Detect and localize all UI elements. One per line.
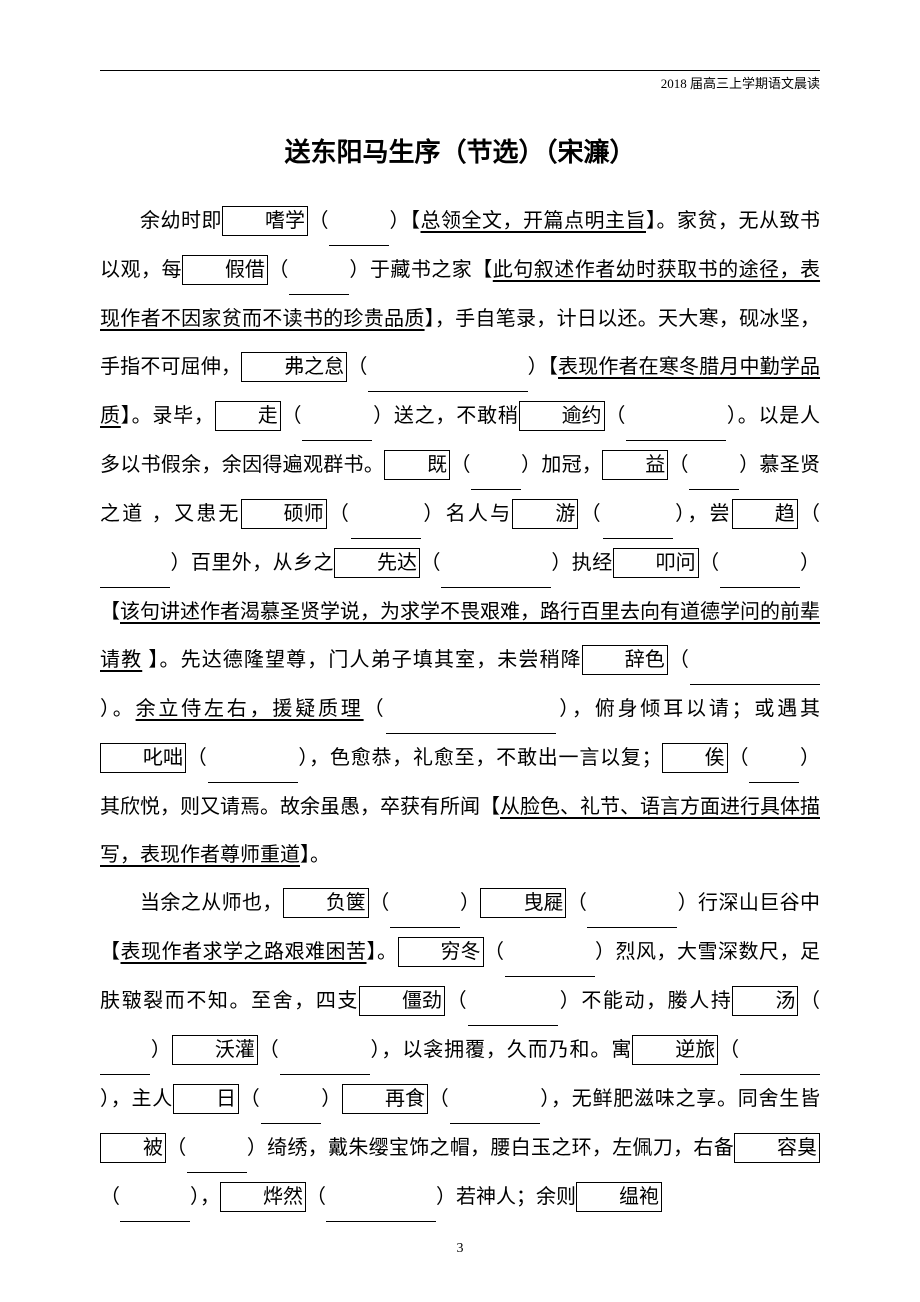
document-page: 2018 届高三上学期语文晨读 送东阳马生序（节选）（宋濂） 余幼时即嗜学（ ）… (0, 0, 920, 1302)
boxed-term: 走 (215, 401, 281, 431)
fill-blank (280, 1026, 370, 1075)
fill-blank (740, 1026, 820, 1075)
fill-blank (720, 539, 800, 588)
boxed-term: 嗜学 (222, 206, 308, 236)
boxed-term: 缊袍 (576, 1182, 662, 1212)
fill-blank (441, 539, 551, 588)
boxed-term: 硕师 (241, 499, 327, 529)
boxed-term: 游 (512, 499, 578, 529)
fill-blank (390, 879, 460, 928)
header-rule (100, 70, 820, 71)
fill-blank (261, 1075, 321, 1124)
fill-blank (329, 197, 389, 246)
fill-blank (749, 734, 799, 783)
boxed-term: 趋 (732, 499, 798, 529)
boxed-term: 汤 (732, 986, 798, 1016)
fill-blank (386, 685, 556, 734)
boxed-term: 沃灌 (172, 1035, 258, 1065)
underlined-annotation: 总领全文，开篇点明主旨 (421, 210, 647, 232)
fill-blank (603, 490, 673, 539)
boxed-term: 烨然 (220, 1182, 306, 1212)
fill-blank (120, 1173, 190, 1222)
boxed-term: 辞色 (582, 645, 668, 675)
boxed-term: 益 (602, 450, 668, 480)
underlined-annotation: 从脸色、礼节、语言方面进行具体描写，表现作者尊师重道 (100, 796, 820, 866)
boxed-term: 叩问 (613, 548, 699, 578)
fill-blank (187, 1124, 247, 1173)
header-right-text: 2018 届高三上学期语文晨读 (100, 73, 820, 92)
document-title: 送东阳马生序（节选）（宋濂） (100, 132, 820, 169)
boxed-term: 僵劲 (359, 986, 445, 1016)
boxed-term: 穷冬 (398, 937, 484, 967)
fill-blank (471, 441, 521, 490)
fill-blank (468, 977, 558, 1026)
boxed-term: 既 (384, 450, 450, 480)
document-content: 余幼时即嗜学（ ）【总领全文，开篇点明主旨】。家贫，无从致书以观，每假借（ ）于… (100, 197, 820, 1222)
boxed-term: 曳屣 (480, 888, 566, 918)
underlined-annotation: 余立侍左右，援疑质理 (136, 698, 364, 720)
fill-blank (587, 879, 677, 928)
boxed-term: 容臭 (734, 1133, 820, 1163)
boxed-term: 逆旅 (632, 1035, 718, 1065)
page-number: 3 (0, 1241, 920, 1257)
fill-blank (351, 490, 421, 539)
fill-blank (100, 1026, 150, 1075)
boxed-term: 日 (173, 1084, 239, 1114)
paragraph-1: 余幼时即嗜学（ ）【总领全文，开篇点明主旨】。家贫，无从致书以观，每假借（ ）于… (100, 197, 820, 879)
boxed-term: 先达 (334, 548, 420, 578)
boxed-term: 叱咄 (100, 743, 186, 773)
fill-blank (626, 392, 726, 441)
boxed-term: 俟 (662, 743, 728, 773)
boxed-term: 弗之怠 (241, 352, 347, 382)
fill-blank (208, 734, 298, 783)
fill-blank (368, 343, 528, 392)
boxed-term: 被 (100, 1133, 166, 1163)
fill-blank (100, 539, 170, 588)
paragraph-2: 当余之从师也，负箧（ ）曳屣（ ）行深山巨谷中【表现作者求学之路艰难困苦】。穷冬… (100, 879, 820, 1222)
underlined-annotation: 表现作者求学之路艰难困苦 (121, 941, 367, 963)
fill-blank (450, 1075, 540, 1124)
fill-blank (690, 636, 820, 685)
fill-blank (505, 928, 595, 977)
fill-blank (326, 1173, 436, 1222)
fill-blank (689, 441, 739, 490)
boxed-term: 逾约 (519, 401, 605, 431)
boxed-term: 再食 (342, 1084, 428, 1114)
boxed-term: 负箧 (283, 888, 369, 918)
boxed-term: 假借 (182, 255, 268, 285)
fill-blank (302, 392, 372, 441)
fill-blank (289, 246, 349, 295)
